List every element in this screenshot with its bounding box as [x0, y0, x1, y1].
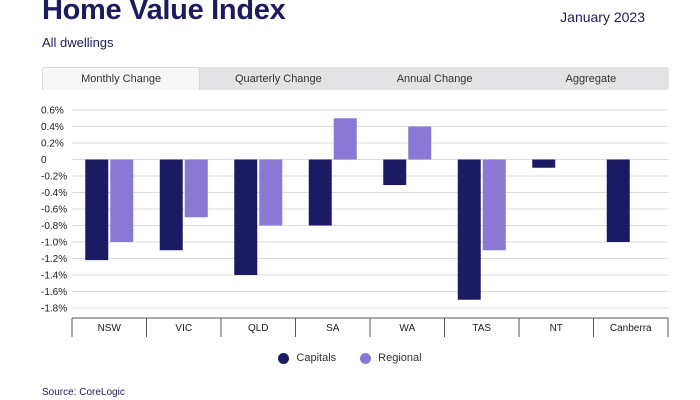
- tab-annual-change[interactable]: Annual Change: [396, 72, 473, 85]
- bar-capitals-wa: [383, 159, 407, 186]
- x-tick-label: NSW: [98, 323, 122, 334]
- y-tick-label: -1.2%: [41, 254, 67, 265]
- y-tick-label: -0.4%: [41, 188, 67, 199]
- bar-capitals-tas: [457, 159, 481, 300]
- tab-quarterly-change[interactable]: Quarterly Change: [234, 72, 322, 85]
- bar-regional-wa: [408, 126, 432, 160]
- y-tick-label: -1.4%: [41, 271, 67, 282]
- y-tick-label: 0.4%: [41, 122, 64, 133]
- legend-item-capitals[interactable]: Capitals: [278, 352, 336, 364]
- bar-regional-vic: [184, 159, 208, 218]
- y-tick-label: -1.0%: [41, 238, 67, 249]
- tab-aggregate[interactable]: Aggregate: [565, 72, 617, 85]
- x-tick-label: TAS: [472, 323, 491, 334]
- bar-regional-sa: [333, 118, 357, 160]
- legend-label-capitals: Capitals: [296, 352, 337, 364]
- source-note: Source: CoreLogic: [42, 387, 125, 398]
- y-tick-label: -0.8%: [41, 221, 67, 232]
- x-tick-label: NT: [550, 323, 563, 334]
- bar-capitals-vic: [159, 159, 183, 251]
- bar-capitals-canberra: [606, 159, 630, 242]
- chart-legend: Capitals Regional: [0, 352, 700, 364]
- bar-capitals-sa: [308, 159, 332, 226]
- bar-regional-nsw: [110, 159, 134, 242]
- bar-regional-tas: [482, 159, 506, 251]
- y-tick-label: -1.6%: [41, 287, 67, 298]
- y-tick-label: -0.6%: [41, 205, 67, 216]
- page-subtitle: All dwellings: [42, 35, 114, 50]
- report-date: January 2023: [560, 9, 645, 25]
- bar-capitals-qld: [234, 159, 258, 275]
- x-tick-label: Canberra: [610, 323, 652, 334]
- bar-regional-qld: [259, 159, 283, 226]
- y-tick-label: 0.6%: [41, 106, 64, 117]
- x-tick-label: VIC: [175, 323, 192, 334]
- legend-swatch-capitals: [278, 352, 290, 364]
- tab-bar: Monthly Change Quarterly Change Annual C…: [42, 67, 669, 90]
- x-tick-label: QLD: [248, 323, 269, 334]
- page-title: Home Value Index: [42, 0, 286, 26]
- x-tick-label: WA: [399, 323, 415, 334]
- y-tick-label: 0: [41, 155, 47, 166]
- legend-swatch-regional: [360, 352, 372, 364]
- tab-monthly-change[interactable]: Monthly Change: [42, 67, 201, 90]
- bar-capitals-nt: [532, 159, 556, 168]
- y-tick-label: -1.8%: [41, 304, 67, 315]
- x-tick-label: SA: [326, 323, 340, 334]
- legend-item-regional[interactable]: Regional: [360, 352, 422, 364]
- y-tick-label: 0.2%: [41, 139, 64, 150]
- legend-label-regional: Regional: [378, 352, 422, 364]
- bar-capitals-nsw: [85, 159, 109, 261]
- y-tick-label: -0.2%: [41, 172, 67, 183]
